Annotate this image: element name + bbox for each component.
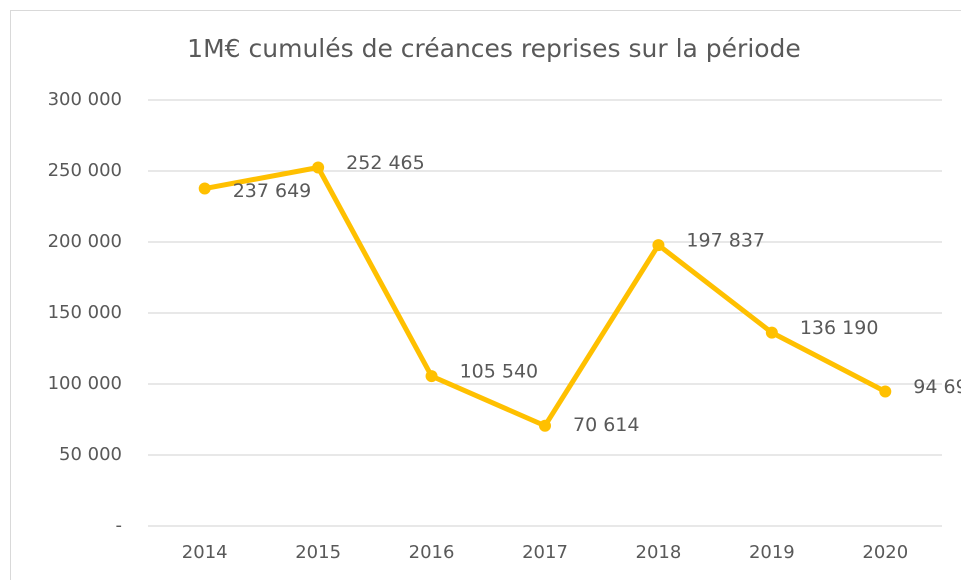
marker: [425, 370, 438, 383]
data-label: 237 649: [233, 180, 312, 202]
data-label: 197 837: [686, 230, 765, 252]
marker: [765, 326, 778, 339]
data-label: 105 540: [460, 361, 539, 383]
data-label: 94 696: [913, 376, 961, 398]
x-tick-label: 2018: [636, 542, 682, 563]
marker: [879, 385, 892, 398]
marker: [652, 239, 665, 252]
y-tick-label: 150 000: [48, 302, 122, 323]
data-label: 70 614: [573, 414, 639, 436]
y-tick-label: 300 000: [48, 89, 122, 110]
y-tick-label: 250 000: [48, 160, 122, 181]
data-label: 252 465: [346, 152, 425, 174]
y-tick-label: 50 000: [59, 444, 122, 465]
y-tick-label: 200 000: [48, 231, 122, 252]
x-tick-label: 2015: [295, 542, 341, 563]
x-tick-label: 2017: [522, 542, 568, 563]
x-tick-label: 2016: [409, 542, 455, 563]
y-tick-label: 100 000: [48, 373, 122, 394]
y-tick-label: -: [116, 515, 123, 536]
x-tick-label: 2020: [862, 542, 908, 563]
chart-title: 1M€ cumulés de créances reprises sur la …: [187, 34, 801, 63]
x-tick-label: 2019: [749, 542, 795, 563]
marker: [539, 419, 551, 432]
x-tick-label: 2014: [182, 542, 228, 563]
data-label: 136 190: [800, 317, 879, 339]
marker: [198, 182, 211, 195]
marker: [312, 161, 325, 174]
chart-frame: [10, 10, 961, 580]
